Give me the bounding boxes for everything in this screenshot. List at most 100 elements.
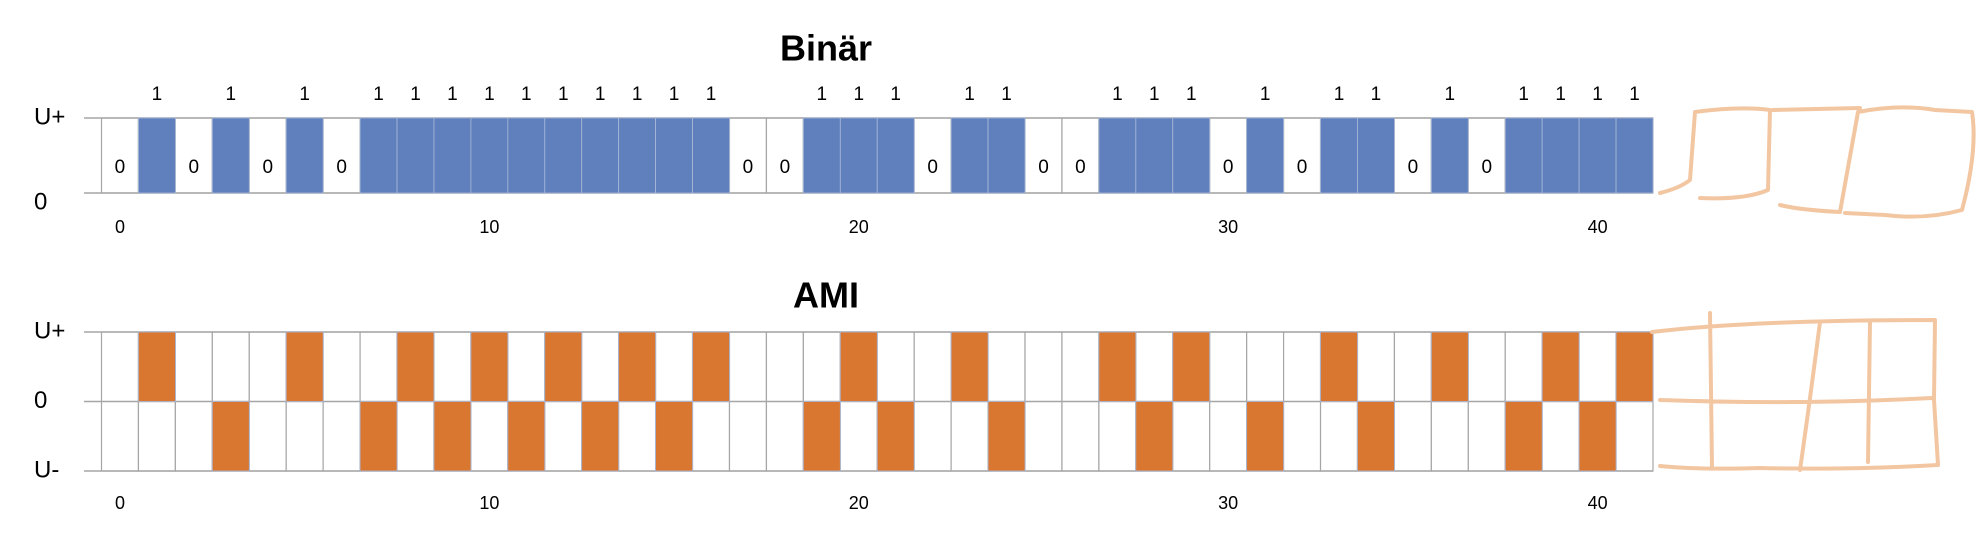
cell [1209,117,1248,194]
data-label: 1 [410,84,421,105]
data-label: 0 [1223,157,1234,178]
bar [1541,117,1580,194]
data-label: 1 [1445,84,1456,105]
bar [1615,331,1654,402]
bar [839,331,878,402]
x-tick-label: 0 [115,493,125,513]
data-label: 0 [1038,157,1049,178]
bar [1098,331,1137,402]
data-label: 1 [226,84,237,105]
data-label: 0 [1075,157,1086,178]
bar [507,117,546,194]
bar [285,117,324,194]
data-label: 1 [1149,84,1160,105]
data-label: 1 [1112,84,1123,105]
bar [655,401,693,472]
data-label: 0 [743,157,754,178]
cell [1467,117,1506,194]
y-tick-label: U+ [34,103,65,130]
x-tick-label: 0 [115,217,125,237]
bar [876,117,915,194]
bar [544,331,583,402]
x-tick-label: 40 [1588,217,1608,237]
bar [1357,401,1395,472]
x-tick-label: 30 [1218,493,1238,513]
data-label: 1 [558,84,569,105]
bar [211,117,250,194]
bar [1504,401,1543,472]
data-label: 1 [521,84,532,105]
bar [950,331,989,402]
cell [728,117,768,194]
y-tick-label: 0 [34,188,47,215]
data-label: 1 [890,84,901,105]
bar [1172,331,1211,402]
bar [1320,117,1358,194]
bar [1246,117,1284,194]
data-label: 0 [780,157,791,178]
y-tick-label: U- [34,456,59,483]
bar [655,117,693,194]
data-label: 1 [152,84,163,105]
data-label: 0 [927,157,938,178]
data-label: 1 [1592,84,1603,105]
x-tick-label: 10 [479,493,499,513]
x-tick-label: 10 [479,217,499,237]
data-label: 1 [1186,84,1197,105]
x-tick-label: 20 [849,493,869,513]
bar [1172,117,1211,194]
cell [1282,117,1322,194]
bar [433,117,472,194]
bar [359,117,398,194]
cell [1393,117,1432,194]
y-tick-label: U+ [34,317,65,344]
bar [285,331,324,402]
x-tick-label: 40 [1588,493,1608,513]
y-tick-label: 0 [34,387,47,414]
data-label: 1 [1629,84,1640,105]
bar [507,401,546,472]
bar [987,117,1026,194]
data-label: 1 [669,84,680,105]
bar [1615,117,1654,194]
bar [1578,117,1617,194]
data-label: 1 [1555,84,1566,105]
bar [359,401,398,472]
chart-title: AMI [793,275,859,316]
data-label: 0 [189,157,200,178]
cell [100,117,140,194]
bar [470,331,509,402]
bar [1578,401,1617,472]
hand-drawing [1650,105,1976,472]
bar [396,117,435,194]
data-label: 1 [484,84,495,105]
cell [322,117,361,194]
data-label: 1 [1334,84,1345,105]
data-label: 1 [1001,84,1012,105]
cell [248,117,287,194]
data-label: 1 [373,84,384,105]
bar [987,401,1026,472]
bar [138,117,176,194]
x-tick-label: 30 [1218,217,1238,237]
data-label: 0 [1297,157,1308,178]
bar [1098,117,1137,194]
bar [618,117,657,194]
data-label: 1 [817,84,828,105]
data-label: 1 [1371,84,1382,105]
bar [839,117,878,194]
data-label: 0 [262,157,273,178]
cell [1024,117,1063,194]
bar [1135,117,1174,194]
data-label: 1 [1518,84,1529,105]
bar [876,401,915,472]
bar [692,117,730,194]
bar [1430,117,1469,194]
data-label: 1 [299,84,310,105]
bar [950,117,989,194]
data-label: 0 [336,157,347,178]
bar [1135,401,1174,472]
data-label: 0 [1408,157,1419,178]
bar [1246,401,1284,472]
